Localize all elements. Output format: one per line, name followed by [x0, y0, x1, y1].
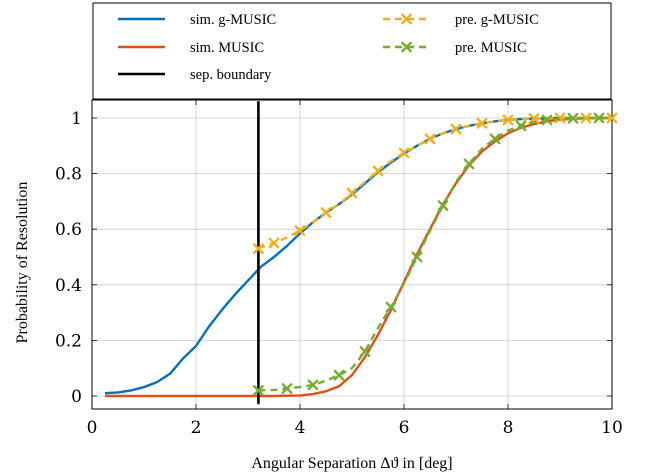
pre-g-music-marker: [606, 112, 618, 124]
pre-music-marker: [593, 112, 605, 124]
legend-label-sim-g-music: sim. g-MUSIC: [190, 12, 276, 28]
y-axis-title: Probability of Resolution: [14, 182, 31, 344]
x-tick-label: 2: [191, 418, 202, 438]
legend-label-sim-music: sim. MUSIC: [190, 40, 264, 56]
pre-g-music-marker: [372, 165, 384, 177]
x-tick-label: 4: [295, 418, 306, 438]
pre-music-marker: [411, 251, 423, 263]
pre-g-music-marker: [424, 133, 436, 145]
plot-area: [91, 99, 613, 410]
y-tick-label: 0.2: [55, 331, 82, 351]
pre-music-marker: [437, 200, 449, 211]
legend: sim. g-MUSIC sim. MUSIC sep. boundary pre. …: [92, 2, 612, 100]
x-tick-label: 8: [503, 418, 514, 438]
sim-music-line: [105, 116, 612, 398]
legend-marker-pre-g-music: [401, 13, 412, 25]
pre-g-music-marker: [580, 112, 592, 124]
axis-ticks: 0 2 4 6 8 10 0 0.2 0.4 0.6 0.8 1: [55, 100, 623, 438]
pre-g-music-marker: [268, 237, 280, 249]
pre-g-music-marker: [294, 225, 306, 236]
pre-music-marker: [489, 133, 501, 145]
legend-box: [92, 2, 612, 100]
pre-g-music-marker: [252, 243, 264, 255]
legend-label-pre-music: pre. MUSIC: [455, 40, 527, 56]
pre-music-marker: [359, 346, 371, 357]
pre-music-marker: [463, 158, 475, 170]
pre-g-music-marker: [398, 147, 410, 159]
pre-g-music-marker: [528, 113, 540, 124]
pre-music-marker: [307, 379, 319, 391]
sim-g-music-line: [104, 116, 612, 395]
pre-music-line: [258, 116, 612, 392]
legend-label-sep-boundary: sep. boundary: [190, 67, 272, 83]
pre-music-marker: [567, 112, 579, 124]
grid: [91, 100, 613, 409]
pre-g-music-marker: [450, 123, 462, 135]
x-tick-label: 0: [87, 418, 98, 438]
pre-music-marker: [385, 301, 397, 313]
y-tick-label: 0.8: [55, 165, 82, 185]
pre-music-marker: [515, 120, 527, 132]
x-tick-label: 10: [601, 418, 623, 438]
series-layer: [104, 101, 618, 405]
x-axis-title: Angular Separation Δϑ in [deg]: [251, 455, 452, 472]
pre-music-marker: [281, 383, 293, 394]
x-tick-label: 6: [399, 418, 410, 438]
pre-g-music-marker: [346, 187, 358, 199]
pre-g-music-marker: [502, 114, 514, 126]
legend-marker-pre-music: [401, 41, 412, 53]
legend-label-pre-g-music: pre. g-MUSIC: [455, 12, 539, 28]
y-tick-label: 0: [71, 387, 82, 407]
y-tick-label: 0.4: [55, 276, 82, 296]
y-tick-label: 1: [71, 109, 82, 129]
y-tick-label: 0.6: [55, 220, 82, 240]
pre-g-music-marker: [476, 117, 488, 129]
pre-music-marker: [333, 369, 345, 381]
pre-music-marker: [252, 385, 264, 396]
pre-g-music-marker: [320, 207, 332, 218]
pre-music-marker: [541, 114, 553, 126]
